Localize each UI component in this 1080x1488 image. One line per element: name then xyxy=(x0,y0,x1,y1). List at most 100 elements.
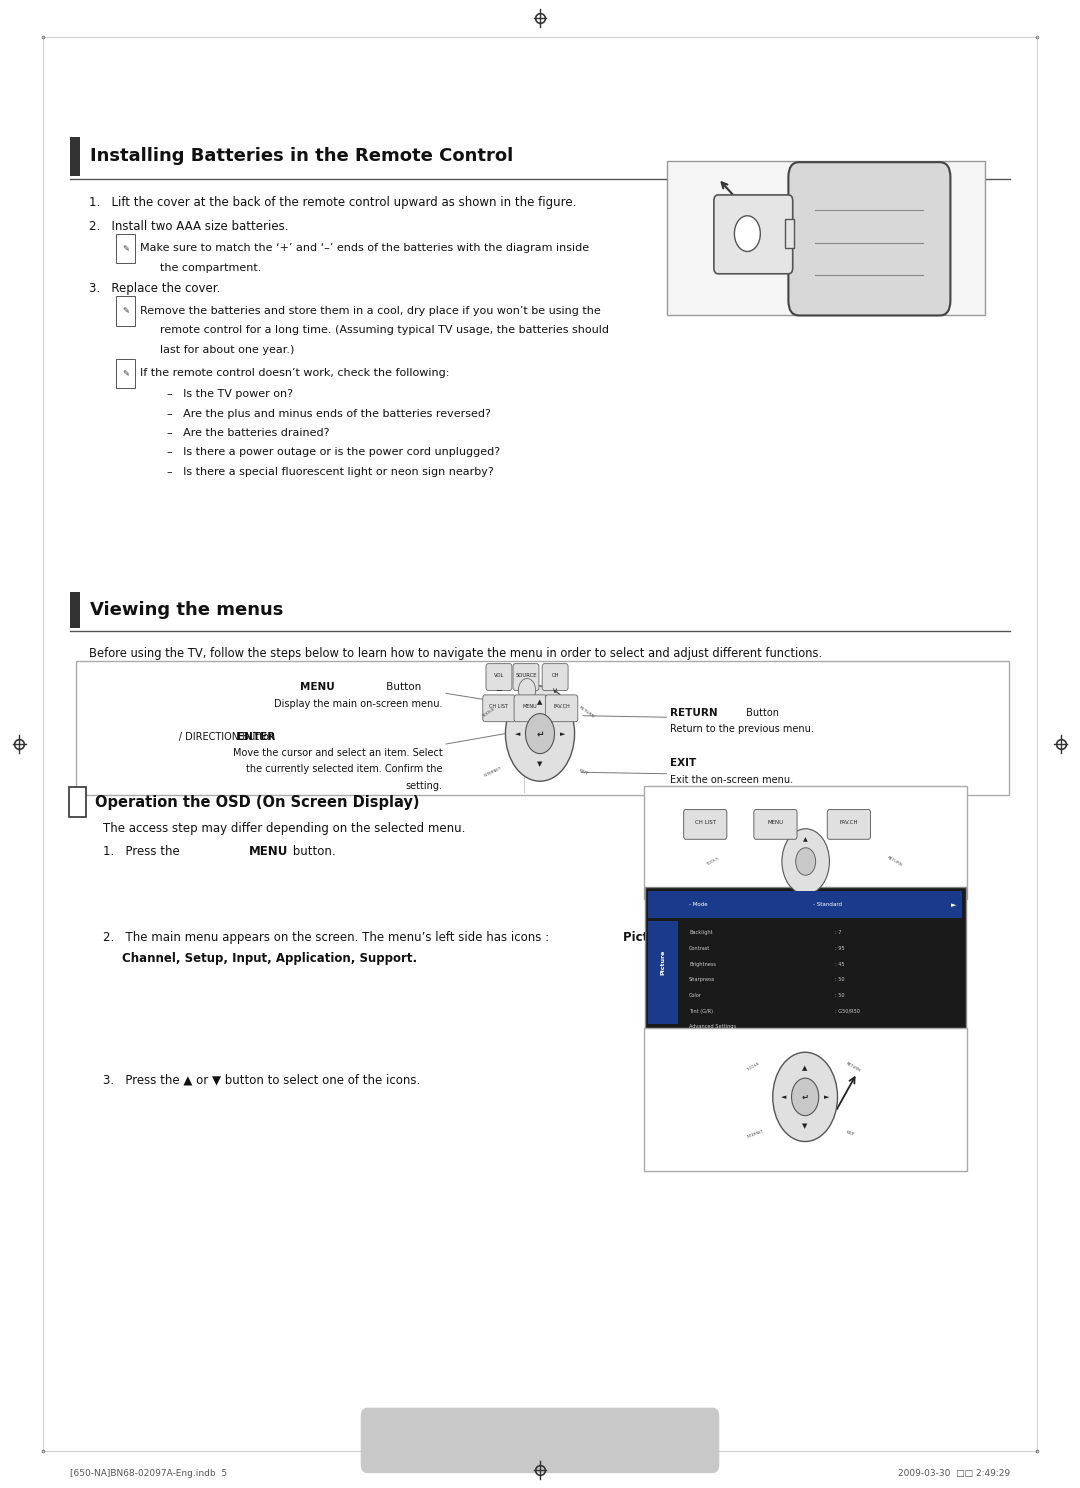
Text: [650-NA]BN68-02097A-Eng.indb  5: [650-NA]BN68-02097A-Eng.indb 5 xyxy=(70,1469,227,1478)
FancyBboxPatch shape xyxy=(70,137,80,176)
Text: CH: CH xyxy=(552,673,558,679)
FancyBboxPatch shape xyxy=(754,809,797,839)
Text: Return to the previous menu.: Return to the previous menu. xyxy=(670,725,813,734)
FancyBboxPatch shape xyxy=(667,161,985,315)
Text: –   Are the plus and minus ends of the batteries reversed?: – Are the plus and minus ends of the bat… xyxy=(167,409,491,418)
Text: Channel, Setup, Input, Application, Support.: Channel, Setup, Input, Application, Supp… xyxy=(122,952,417,964)
Text: 2.   The main menu appears on the screen. The menu’s left side has icons :: 2. The main menu appears on the screen. … xyxy=(103,931,553,943)
Text: Installing Batteries in the Remote Control: Installing Batteries in the Remote Contr… xyxy=(90,147,513,165)
Text: Tint (G/R): Tint (G/R) xyxy=(689,1009,713,1013)
Text: ▲: ▲ xyxy=(802,1065,808,1071)
Text: The access step may differ depending on the selected menu.: The access step may differ depending on … xyxy=(103,823,465,835)
Text: –   Are the batteries drained?: – Are the batteries drained? xyxy=(167,429,329,437)
Text: RETURN: RETURN xyxy=(845,1061,861,1073)
Text: MENU: MENU xyxy=(300,683,335,692)
FancyBboxPatch shape xyxy=(714,195,793,274)
Text: Display the main on-screen menu.: Display the main on-screen menu. xyxy=(274,699,443,708)
Text: - Standard: - Standard xyxy=(813,902,842,908)
Text: MENU: MENU xyxy=(523,704,538,710)
Text: last for about one year.): last for about one year.) xyxy=(160,345,294,354)
Text: TOOLS: TOOLS xyxy=(481,707,496,719)
FancyBboxPatch shape xyxy=(648,921,678,1024)
FancyBboxPatch shape xyxy=(545,695,578,722)
Text: : 45: : 45 xyxy=(835,961,845,967)
Text: ▲: ▲ xyxy=(804,838,808,842)
FancyBboxPatch shape xyxy=(483,695,515,722)
Text: INTERNET: INTERNET xyxy=(483,766,502,778)
Text: MENU: MENU xyxy=(248,845,287,857)
FancyBboxPatch shape xyxy=(69,787,86,817)
Text: TOOLS: TOOLS xyxy=(746,1062,760,1073)
Text: 3.   Press the ▲ or ▼ button to select one of the icons.: 3. Press the ▲ or ▼ button to select one… xyxy=(103,1074,420,1086)
Text: ▼: ▼ xyxy=(802,1123,808,1129)
Text: ↵: ↵ xyxy=(801,1092,809,1101)
Text: : G50/R50: : G50/R50 xyxy=(835,1009,860,1013)
Text: / DIRECTION Button: / DIRECTION Button xyxy=(160,732,275,741)
Text: Remove the batteries and store them in a cool, dry place if you won’t be using t: Remove the batteries and store them in a… xyxy=(140,307,602,315)
Text: ►: ► xyxy=(824,1094,828,1100)
Text: remote control for a long time. (Assuming typical TV usage, the batteries should: remote control for a long time. (Assumin… xyxy=(160,326,609,335)
Text: 1.   Lift the cover at the back of the remote control upward as shown in the fig: 1. Lift the cover at the back of the rem… xyxy=(89,196,576,208)
FancyBboxPatch shape xyxy=(644,1028,967,1171)
Text: ▼: ▼ xyxy=(538,762,542,768)
Text: ↵: ↵ xyxy=(537,729,543,738)
Text: 2.   Install two AAA size batteries.: 2. Install two AAA size batteries. xyxy=(89,220,288,232)
Circle shape xyxy=(782,829,829,894)
Text: - Mode: - Mode xyxy=(689,902,707,908)
Text: If the remote control doesn’t work, check the following:: If the remote control doesn’t work, chec… xyxy=(140,369,449,378)
Text: ◄: ◄ xyxy=(782,1094,786,1100)
Circle shape xyxy=(505,686,575,781)
Text: ◄: ◄ xyxy=(515,731,521,737)
FancyBboxPatch shape xyxy=(513,664,539,690)
FancyBboxPatch shape xyxy=(361,1408,719,1473)
Text: ►: ► xyxy=(559,731,565,737)
Text: : 50: : 50 xyxy=(835,978,845,982)
Text: : 7: : 7 xyxy=(835,930,841,936)
Text: –   Is there a power outage or is the power cord unplugged?: – Is there a power outage or is the powe… xyxy=(167,448,500,457)
Text: Button: Button xyxy=(383,683,421,692)
Text: 1.   Press the: 1. Press the xyxy=(103,845,184,857)
FancyBboxPatch shape xyxy=(76,661,1009,795)
Text: 2009-03-30  □□ 2:49:29: 2009-03-30 □□ 2:49:29 xyxy=(897,1469,1010,1478)
Circle shape xyxy=(518,679,536,702)
Text: ∨: ∨ xyxy=(552,686,558,695)
FancyBboxPatch shape xyxy=(827,809,870,839)
Text: Operation the OSD (On Screen Display): Operation the OSD (On Screen Display) xyxy=(95,795,419,809)
Text: Color: Color xyxy=(689,992,702,998)
Text: RETURN: RETURN xyxy=(578,705,595,720)
Text: Sharpness: Sharpness xyxy=(689,978,715,982)
Text: Viewing the menus: Viewing the menus xyxy=(90,601,283,619)
FancyBboxPatch shape xyxy=(486,664,512,690)
Text: Backlight: Backlight xyxy=(689,930,713,936)
Circle shape xyxy=(796,848,815,875)
Text: EXIT: EXIT xyxy=(846,1131,855,1137)
Text: ✎: ✎ xyxy=(122,369,129,378)
FancyBboxPatch shape xyxy=(785,219,794,248)
FancyBboxPatch shape xyxy=(684,809,727,839)
FancyBboxPatch shape xyxy=(644,786,967,899)
Text: Contrast: Contrast xyxy=(689,946,711,951)
Text: RETURN: RETURN xyxy=(670,708,717,717)
Text: VOL: VOL xyxy=(494,673,504,679)
Text: ▲: ▲ xyxy=(538,699,542,705)
Text: CH LIST: CH LIST xyxy=(694,820,716,826)
Text: EXIT: EXIT xyxy=(670,759,696,768)
Text: Picture: Picture xyxy=(661,949,665,975)
FancyBboxPatch shape xyxy=(645,887,966,1031)
Text: ✎: ✎ xyxy=(122,307,129,315)
FancyBboxPatch shape xyxy=(542,664,568,690)
Text: button.: button. xyxy=(289,845,336,857)
Circle shape xyxy=(773,1052,838,1141)
Text: FAV.CH: FAV.CH xyxy=(553,704,570,710)
Text: FAV.CH: FAV.CH xyxy=(839,820,859,826)
Text: MENU: MENU xyxy=(768,820,783,826)
Text: –   Is the TV power on?: – Is the TV power on? xyxy=(167,390,294,399)
Text: the compartment.: the compartment. xyxy=(160,263,261,272)
Text: EXIT: EXIT xyxy=(578,768,589,777)
Text: Picture, Sound,: Picture, Sound, xyxy=(623,931,726,943)
Circle shape xyxy=(526,714,554,753)
Text: setting.: setting. xyxy=(406,781,443,790)
Circle shape xyxy=(734,216,760,251)
Text: CH LIST: CH LIST xyxy=(489,704,509,710)
Text: Advanced Settings: Advanced Settings xyxy=(689,1024,737,1030)
